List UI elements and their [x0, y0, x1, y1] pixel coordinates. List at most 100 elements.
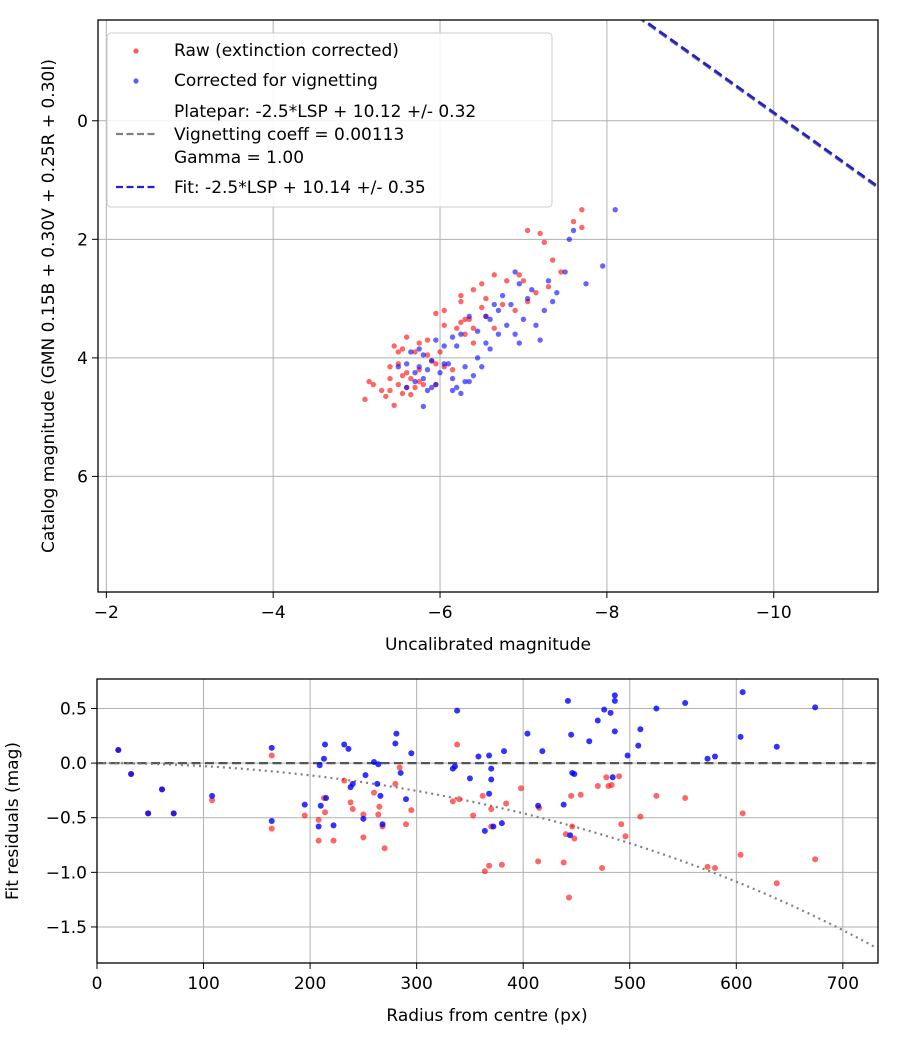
corrected-residual-point [341, 741, 348, 748]
raw-residual-point [739, 810, 746, 817]
corrected-residual-point [115, 747, 122, 753]
corrected-data-point [437, 369, 443, 376]
top-fit-lines [639, 20, 878, 189]
raw-data-point [391, 343, 397, 349]
raw-residual-point [408, 807, 415, 814]
raw-residual-point [449, 798, 456, 805]
corrected-residual-point [379, 821, 386, 828]
corrected-residual-point [486, 790, 493, 797]
raw-data-point [524, 227, 531, 234]
bottom-y-axis-label: Fit residuals (mag) [3, 742, 23, 900]
raw-residual-point [479, 792, 486, 799]
raw-data-point [499, 301, 506, 308]
corrected-data-point [458, 390, 464, 397]
raw-data-point [433, 361, 439, 367]
raw-residual-point [498, 861, 505, 868]
corrected-residual-point [498, 820, 505, 827]
corrected-residual-point [349, 780, 356, 787]
corrected-residual-point [466, 775, 473, 782]
corrected-data-point [491, 301, 497, 308]
raw-data-point [458, 319, 464, 326]
corrected-residual-point [711, 753, 718, 760]
raw-data-point [462, 331, 468, 337]
raw-residual-point [486, 862, 493, 869]
corrected-data-point [408, 349, 414, 355]
corrected-data-point [428, 358, 435, 364]
corrected-residual-point [607, 709, 614, 716]
corrected-data-point [487, 346, 493, 352]
legend-gamma-label: Gamma = 1.00 [174, 148, 304, 168]
top-x-tick-label: −10 [756, 603, 792, 623]
corrected-data-point [495, 331, 502, 337]
corrected-residual-point [301, 801, 308, 808]
legend: Raw (extinction corrected) Corrected for… [106, 32, 553, 208]
corrected-residual-point [362, 772, 369, 779]
corrected-residual-point [315, 823, 322, 830]
raw-data-point [449, 367, 456, 373]
raw-data-point [366, 378, 372, 385]
corrected-residual-point [170, 810, 177, 817]
raw-data-point [391, 402, 397, 408]
raw-data-point [387, 375, 393, 382]
raw-residual-point [322, 809, 329, 816]
raw-residual-point [315, 816, 322, 823]
corrected-residual-point [145, 810, 152, 817]
corrected-data-point [483, 313, 489, 320]
legend-vignetting-label: Vignetting coeff = 0.00113 [174, 125, 404, 145]
raw-residual-point [622, 833, 629, 840]
corrected-data-point [541, 307, 548, 314]
bottom-y-tick-label: −1.0 [46, 863, 87, 883]
corrected-data-point [474, 328, 481, 334]
corrected-residual-point [611, 697, 618, 704]
corrected-data-point [416, 364, 422, 370]
raw-residual-point [568, 792, 575, 799]
corrected-residual-point [571, 771, 578, 778]
raw-data-point [504, 278, 510, 284]
corrected-residual-point [320, 755, 327, 762]
raw-residual-point [569, 823, 576, 830]
corrected-data-point [416, 346, 422, 352]
corrected-residual-point [377, 792, 384, 799]
corrected-data-point [454, 384, 460, 391]
corrected-data-point [462, 378, 468, 385]
raw-residual-point [737, 851, 744, 858]
bottom-x-tick-label: 700 [827, 974, 859, 994]
raw-data-point [412, 384, 418, 391]
corrected-data-point [458, 331, 464, 337]
corrected-residual-point [524, 730, 531, 737]
bottom-y-tick-label: −1.5 [46, 918, 87, 938]
top-plot-frame [97, 19, 879, 593]
raw-residual-point [599, 864, 606, 871]
corrected-residual-point [330, 822, 337, 829]
top-x-tick-label: −6 [428, 603, 453, 623]
corrected-residual-point [624, 752, 631, 759]
raw-data-point [387, 364, 393, 370]
raw-data-point [558, 269, 564, 275]
corrected-residual-point [317, 802, 324, 809]
raw-data-point [403, 369, 410, 376]
corrected-residual-point [128, 771, 135, 778]
corrected-residual-point [402, 796, 409, 803]
corrected-data-point [566, 236, 573, 243]
raw-residual-point [571, 835, 578, 842]
corrected-residual-point [704, 755, 711, 762]
bottom-y-tick-label: 0.5 [60, 699, 87, 719]
corrected-residual-point [268, 818, 275, 824]
bottom-plot-background [97, 679, 878, 963]
raw-residual-point [456, 796, 463, 803]
raw-residual-point [392, 780, 399, 787]
raw-residual-point [301, 812, 308, 819]
raw-residual-point [566, 894, 573, 901]
corrected-residual-point [539, 748, 546, 755]
corrected-residual-point [392, 740, 399, 747]
corrected-residual-point [322, 741, 329, 748]
legend-fit-label: Fit: -2.5*LSP + 10.14 +/- 0.35 [174, 178, 426, 198]
corrected-residual-point [609, 774, 616, 781]
raw-data-point [441, 307, 447, 314]
raw-residual-point [704, 863, 711, 870]
corrected-data-point [428, 384, 435, 391]
corrected-data-point [537, 337, 543, 343]
raw-data-point [383, 393, 389, 400]
bottom-x-tick-label: 500 [614, 974, 646, 994]
top-y-tick-label: 2 [77, 230, 88, 250]
